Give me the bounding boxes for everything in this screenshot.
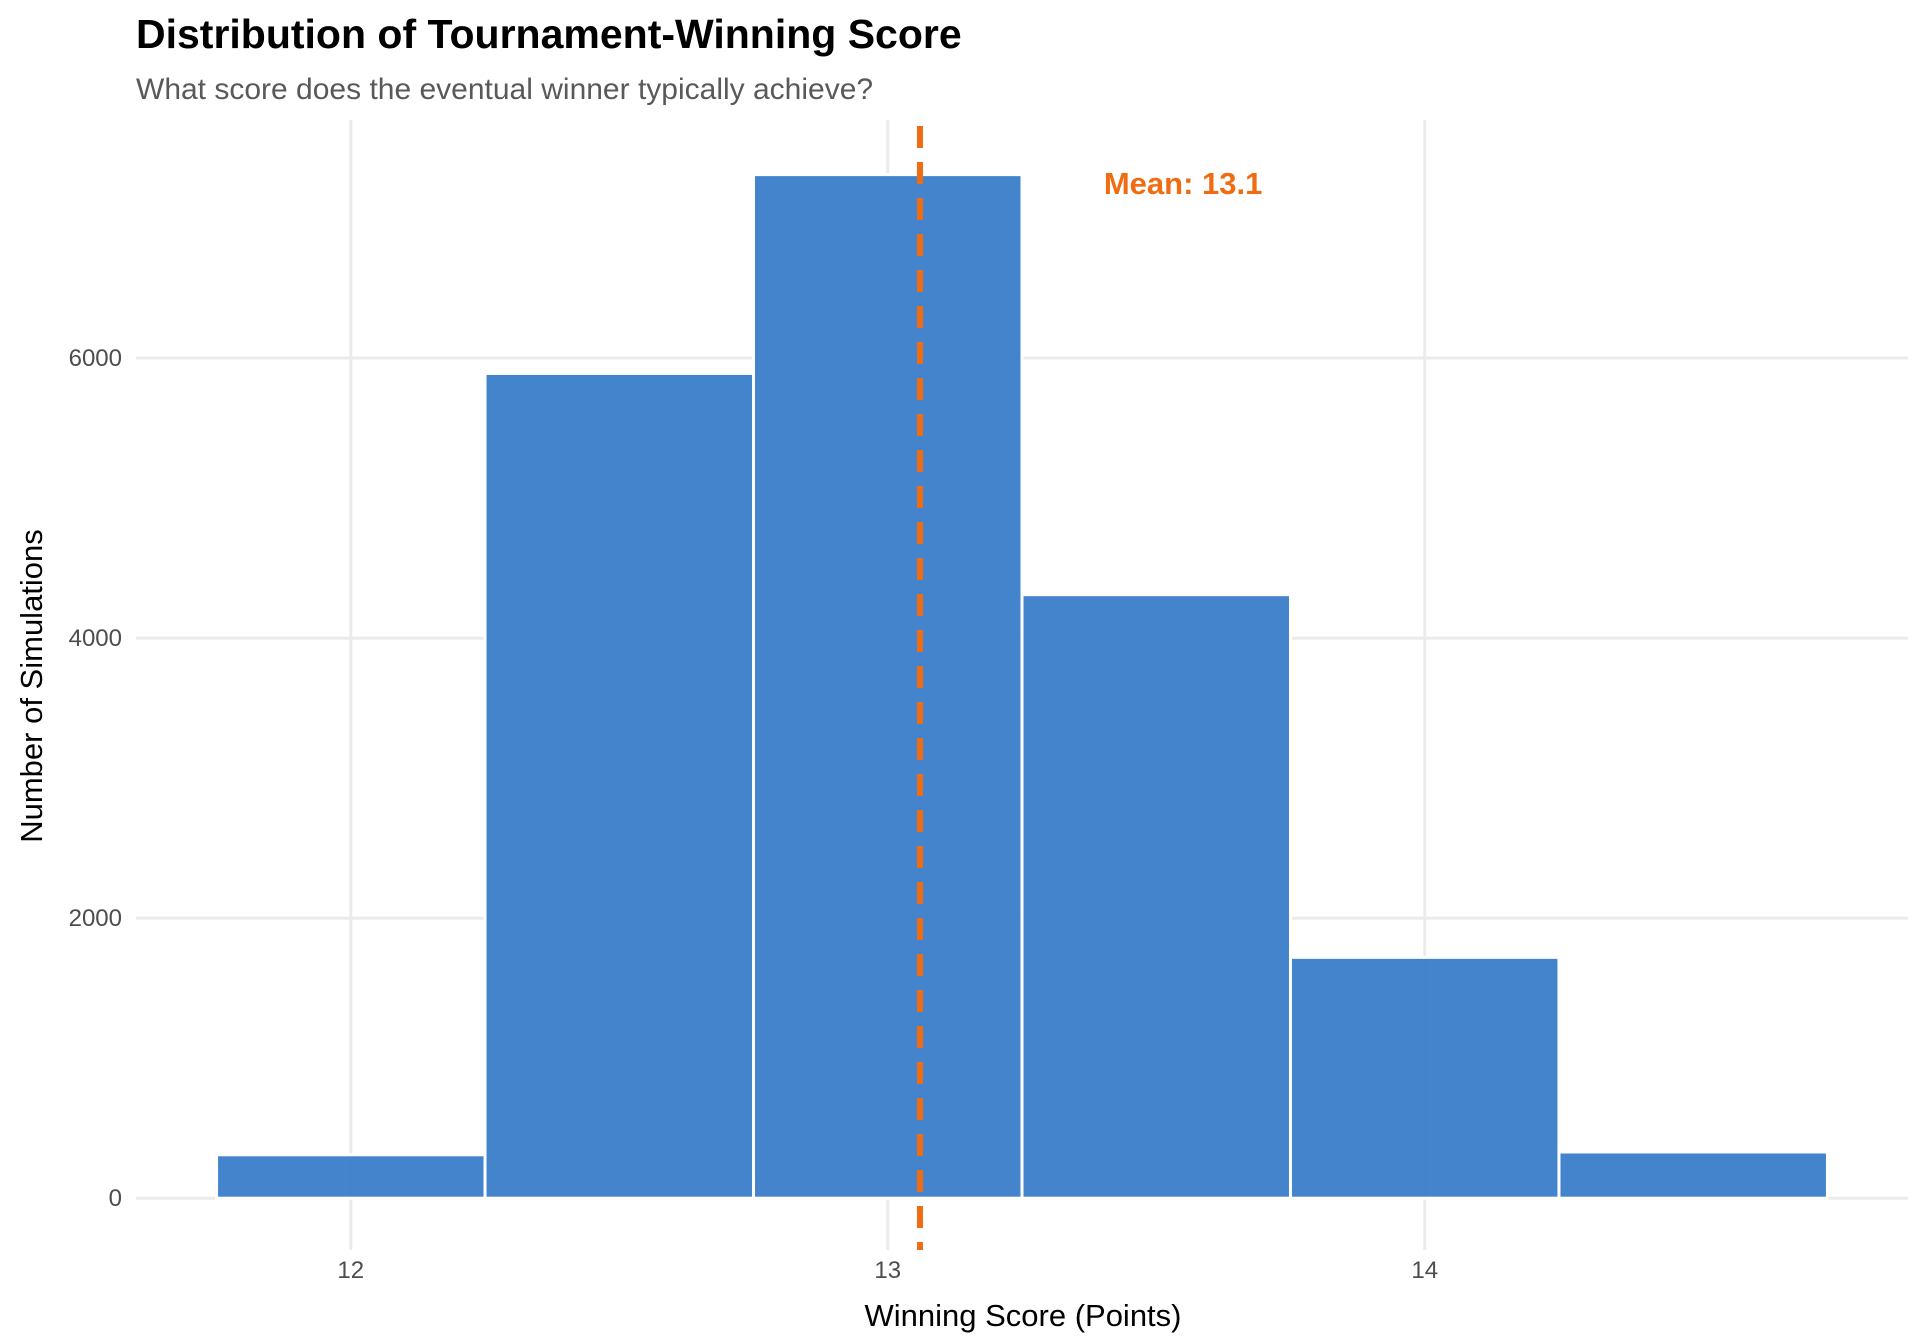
x-tick-label: 12 <box>337 1257 364 1284</box>
histogram-bar <box>215 1153 487 1200</box>
histogram-bars <box>215 173 1829 1200</box>
x-tick-label: 13 <box>874 1257 901 1284</box>
y-axis-title: Number of Simulations <box>14 529 49 843</box>
y-tick-label: 0 <box>109 1185 122 1212</box>
mean-annotation: Mean: 13.1 <box>1104 166 1263 201</box>
histogram-bar <box>483 371 756 1200</box>
x-tick-label: 14 <box>1411 1257 1438 1284</box>
y-axis-ticks: 0 2000 4000 6000 <box>69 345 122 1212</box>
y-tick-label: 2000 <box>69 905 122 932</box>
histogram-bar <box>1557 1150 1829 1200</box>
histogram-bar <box>1288 955 1561 1200</box>
chart-subtitle: What score does the eventual winner typi… <box>136 73 873 106</box>
histogram-bar <box>752 173 1024 1200</box>
x-axis-title: Winning Score (Points) <box>864 1298 1181 1333</box>
chart-title: Distribution of Tournament-Winning Score <box>136 11 962 57</box>
mean-marker: Mean: 13.1 <box>916 126 1263 1250</box>
x-axis-ticks: 12 13 14 <box>337 1257 1438 1284</box>
histogram-bar <box>1020 593 1292 1200</box>
y-tick-label: 4000 <box>69 625 122 652</box>
y-tick-label: 6000 <box>69 345 122 372</box>
